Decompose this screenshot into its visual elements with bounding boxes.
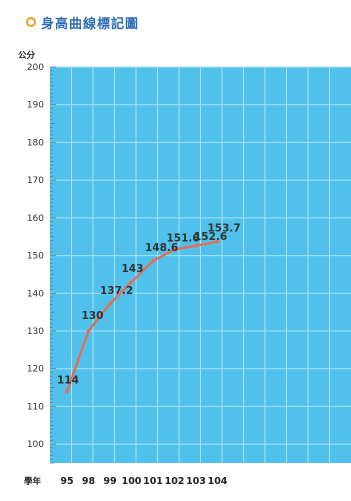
data-point	[108, 302, 112, 306]
bullet-icon	[26, 17, 36, 27]
chart-title: 身高曲線標記圖	[41, 16, 140, 32]
series-line	[65, 240, 219, 393]
x-tick-label: 103	[186, 476, 206, 487]
data-point	[86, 329, 91, 333]
data-label: 130	[82, 310, 104, 322]
data-label: 137.2	[100, 285, 133, 297]
y-tick-label: 170	[27, 176, 44, 186]
x-tick-label: 95	[60, 476, 73, 487]
data-label: 114	[57, 374, 79, 386]
data-label: 143	[122, 263, 144, 275]
data-label: 151.6	[167, 233, 200, 245]
x-axis-label: 學年	[24, 476, 42, 487]
x-tick-label: 102	[165, 476, 185, 487]
data-point	[129, 280, 134, 284]
y-tick-label: 130	[27, 327, 44, 337]
y-tick-label: 200	[27, 63, 44, 73]
y-axis-label: 公分	[18, 50, 36, 61]
y-tick-label: 150	[27, 252, 44, 262]
data-point	[65, 389, 69, 394]
x-tick-label: 101	[143, 476, 163, 487]
y-tick-label: 120	[27, 365, 44, 375]
x-tick-label: 100	[122, 476, 142, 487]
data-label: 148.6	[145, 242, 178, 254]
data-point	[194, 243, 198, 248]
y-tick-label: 110	[27, 402, 44, 412]
data-label: 152.6	[194, 231, 227, 243]
data-point	[215, 239, 220, 244]
x-tick-label: 99	[103, 476, 116, 487]
data-point	[172, 247, 177, 252]
y-tick-label: 100	[27, 440, 44, 450]
x-tick-label: 104	[208, 476, 228, 487]
data-point	[151, 259, 155, 263]
y-tick-label: 180	[27, 138, 44, 148]
y-tick-label: 190	[27, 101, 44, 111]
x-tick-label: 98	[82, 476, 96, 487]
chart-title-row: 身高曲線標記圖	[26, 13, 140, 32]
data-label: 153.7	[208, 223, 241, 235]
y-tick-label: 140	[27, 289, 44, 299]
y-tick-label: 160	[27, 214, 44, 224]
